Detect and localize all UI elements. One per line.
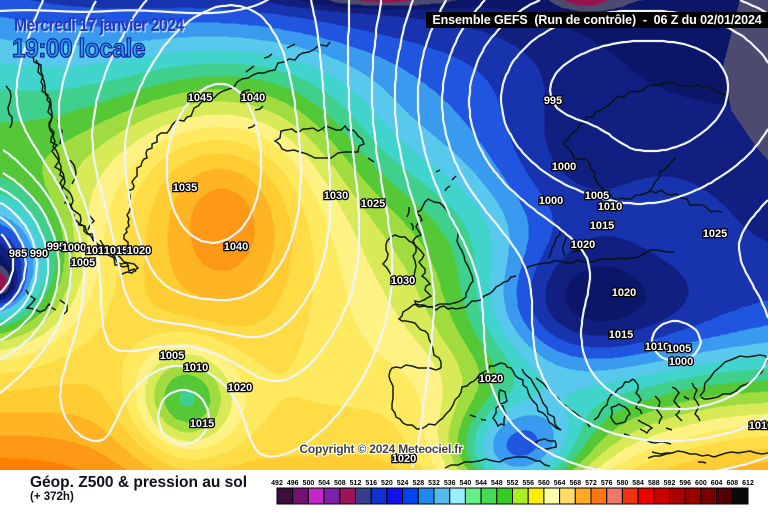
svg-text:1030: 1030: [391, 275, 415, 287]
svg-text:1000: 1000: [669, 356, 693, 368]
svg-text:608: 608: [726, 480, 738, 487]
svg-text:592: 592: [664, 480, 676, 487]
svg-text:995: 995: [47, 241, 65, 253]
svg-text:576: 576: [601, 480, 613, 487]
svg-text:1010: 1010: [645, 341, 669, 353]
svg-text:528: 528: [412, 480, 424, 487]
svg-text:544: 544: [475, 480, 487, 487]
svg-text:588: 588: [648, 480, 660, 487]
svg-text:560: 560: [538, 480, 550, 487]
svg-text:1040: 1040: [224, 241, 248, 253]
svg-text:524: 524: [397, 480, 409, 487]
svg-text:564: 564: [554, 480, 566, 487]
svg-text:1025: 1025: [703, 228, 727, 240]
svg-text:1020: 1020: [571, 239, 595, 251]
svg-text:1010: 1010: [598, 201, 622, 213]
svg-text:1015: 1015: [609, 329, 633, 341]
svg-text:1005: 1005: [71, 257, 95, 269]
svg-text:1000: 1000: [62, 242, 86, 254]
svg-text:1020: 1020: [612, 287, 636, 299]
svg-text:1020: 1020: [392, 453, 416, 465]
svg-text:516: 516: [365, 480, 377, 487]
svg-text:532: 532: [428, 480, 440, 487]
svg-text:1035: 1035: [173, 182, 197, 194]
svg-text:1000: 1000: [552, 161, 576, 173]
svg-text:552: 552: [507, 480, 519, 487]
svg-text:1045: 1045: [188, 92, 212, 104]
svg-text:Copyright © 2024 Meteociel.fr: Copyright © 2024 Meteociel.fr: [299, 442, 463, 456]
svg-text:600: 600: [695, 480, 707, 487]
svg-text:995: 995: [544, 95, 562, 107]
svg-text:596: 596: [679, 480, 691, 487]
svg-text:512: 512: [350, 480, 362, 487]
svg-text:990: 990: [30, 248, 48, 260]
svg-text:1010: 1010: [184, 362, 208, 374]
svg-text:1000: 1000: [539, 195, 563, 207]
svg-text:572: 572: [585, 480, 597, 487]
svg-text:1025: 1025: [361, 198, 385, 210]
svg-text:1030: 1030: [324, 190, 348, 202]
svg-text:1005: 1005: [585, 190, 609, 202]
svg-text:1015: 1015: [104, 245, 128, 257]
svg-text:604: 604: [711, 480, 723, 487]
svg-text:536: 536: [444, 480, 456, 487]
svg-text:580: 580: [617, 480, 629, 487]
svg-text:584: 584: [632, 480, 644, 487]
svg-text:1010: 1010: [749, 420, 768, 432]
svg-text:504: 504: [318, 480, 330, 487]
svg-text:1020: 1020: [228, 382, 252, 394]
svg-text:556: 556: [522, 480, 534, 487]
svg-text:1015: 1015: [190, 418, 214, 430]
svg-text:540: 540: [460, 480, 472, 487]
svg-text:500: 500: [303, 480, 315, 487]
svg-text:1020: 1020: [479, 373, 503, 385]
svg-text:508: 508: [334, 480, 346, 487]
svg-text:492: 492: [271, 480, 283, 487]
svg-text:1020: 1020: [127, 245, 151, 257]
svg-text:1040: 1040: [241, 92, 265, 104]
svg-text:1010: 1010: [86, 245, 110, 257]
svg-text:1005: 1005: [160, 350, 184, 362]
svg-text:985: 985: [9, 248, 27, 260]
svg-text:548: 548: [491, 480, 503, 487]
svg-text:496: 496: [287, 480, 299, 487]
svg-text:520: 520: [381, 480, 393, 487]
svg-text:1005: 1005: [667, 343, 691, 355]
svg-text:1015: 1015: [590, 220, 614, 232]
svg-text:568: 568: [569, 480, 581, 487]
svg-text:612: 612: [742, 480, 754, 487]
